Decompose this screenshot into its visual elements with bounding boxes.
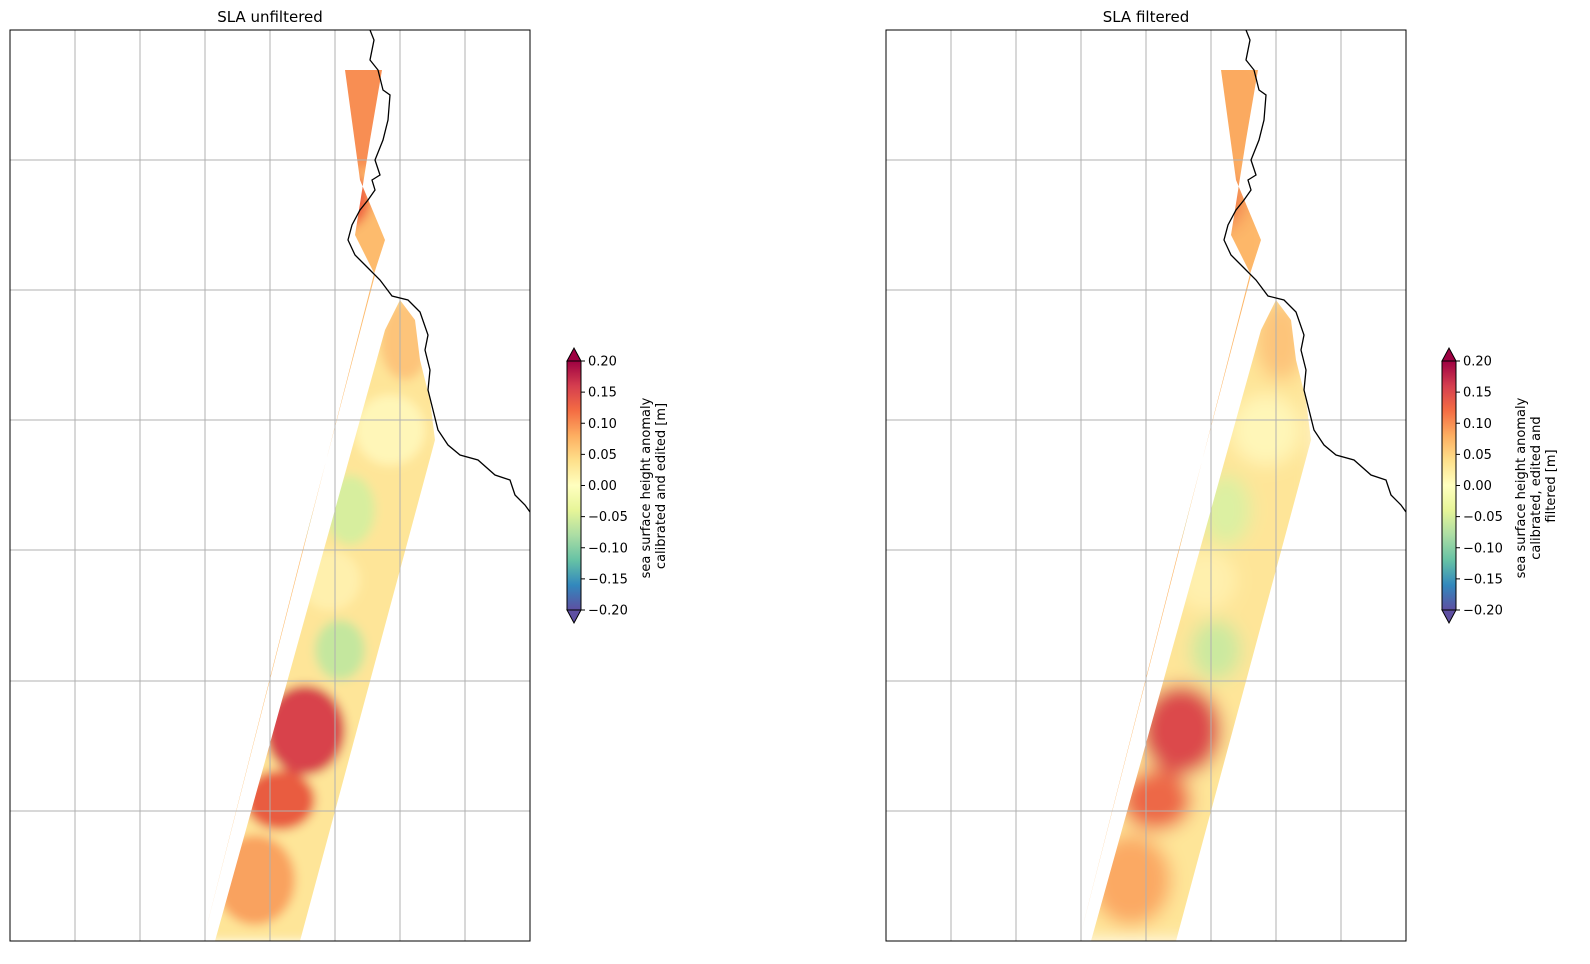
colorbar-label: sea surface height anomaly calibrated, e… xyxy=(1514,394,1559,579)
colorbar-tick-label: 0.00 xyxy=(588,479,617,494)
axes-frame-filtered xyxy=(885,29,1407,942)
swath-right-unfiltered xyxy=(215,300,435,941)
colorbar-ticks: −0.20 −0.15 −0.10 −0.05 0.00 0.05 0.10 0.15 0.20 xyxy=(581,355,628,619)
coastline-unfiltered xyxy=(347,30,530,513)
colorbar-label: sea surface height anomaly calibrated an… xyxy=(639,394,669,579)
colorbar-label-line: sea surface height anomaly xyxy=(1514,397,1529,578)
colorbar-label-line: filtered [m] xyxy=(1544,449,1559,522)
swath-right-filtered xyxy=(1091,300,1311,941)
colorbar-tick-label: −0.15 xyxy=(588,572,628,587)
panel-unfiltered: SLA unfiltered xyxy=(9,8,669,942)
panel-title-filtered: SLA filtered xyxy=(1103,8,1190,26)
colorbar-tick-label: −0.20 xyxy=(588,604,628,619)
colorbar-tick-label: 0.10 xyxy=(588,417,617,432)
colorbar-top-arrow xyxy=(1441,346,1457,362)
colorbar-tick-label: 0.20 xyxy=(588,355,617,370)
panel-filtered: SLA filtered xyxy=(885,8,1559,942)
colorbar-tick-label: −0.10 xyxy=(1463,541,1503,556)
colorbar-tick-label: 0.00 xyxy=(1463,479,1492,494)
colorbar-ticks: −0.20 −0.15 −0.10 −0.05 0.00 0.05 0.10 0.15 0.20 xyxy=(1456,355,1503,619)
colorbar-filtered: −0.20 −0.15 −0.10 −0.05 0.00 0.05 0.10 0.15 0.20… xyxy=(1441,346,1559,625)
colorbar-bottom-arrow xyxy=(566,609,582,625)
colorbar-tick-label: 0.20 xyxy=(1463,355,1492,370)
gridlines-filtered xyxy=(886,30,1406,941)
colorbar-tick-label: 0.05 xyxy=(588,448,617,463)
coastline-filtered xyxy=(1223,30,1406,513)
gridlines-unfiltered xyxy=(10,30,530,941)
colorbar-bottom-arrow xyxy=(1441,609,1457,625)
colorbar-tick-label: 0.15 xyxy=(588,386,617,401)
colorbar-tick-label: −0.20 xyxy=(1463,604,1503,619)
colorbar-label-line: calibrated, edited and xyxy=(1529,416,1544,559)
colorbar-tick-label: −0.05 xyxy=(588,510,628,525)
axes-frame-unfiltered xyxy=(9,29,531,942)
colorbar-bar xyxy=(1441,360,1457,611)
colorbar-tick-label: −0.05 xyxy=(1463,510,1503,525)
colorbar-label-line: sea surface height anomaly xyxy=(639,397,654,578)
colorbar-tick-label: 0.05 xyxy=(1463,448,1492,463)
colorbar-top-arrow xyxy=(566,346,582,362)
colorbar-tick-label: −0.15 xyxy=(1463,572,1503,587)
colorbar-bar xyxy=(566,360,582,611)
panel-title-unfiltered: SLA unfiltered xyxy=(217,8,323,26)
colorbar-label-line: calibrated and edited [m] xyxy=(654,403,669,569)
colorbar-tick-label: 0.15 xyxy=(1463,386,1492,401)
colorbar-unfiltered: −0.20 −0.15 −0.10 −0.05 0.00 0.05 0.10 0.15 0.20… xyxy=(566,346,669,625)
colorbar-tick-label: 0.10 xyxy=(1463,417,1492,432)
colorbar-tick-label: −0.10 xyxy=(588,541,628,556)
